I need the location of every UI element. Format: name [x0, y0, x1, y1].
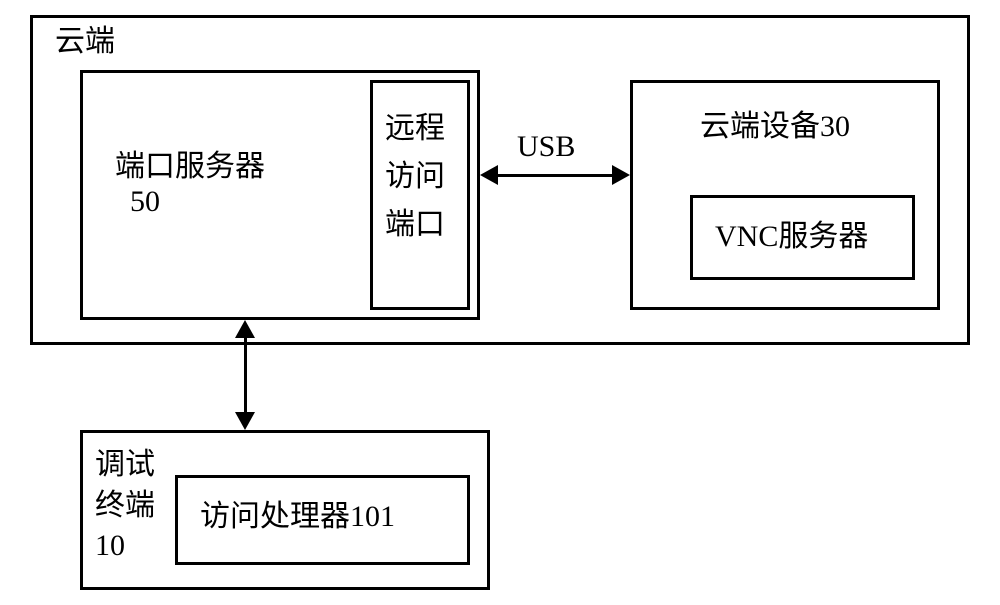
debug-terminal-label: 调试 终端 10 [95, 445, 155, 567]
remote-port-label: 远程 访问 端口 [385, 105, 445, 249]
cloud-device-label: 云端设备30 [700, 110, 850, 145]
vertical-arrow-down [235, 412, 255, 430]
usb-arrow-line [495, 174, 615, 177]
usb-arrow-left [480, 165, 498, 185]
vertical-arrow-up [235, 320, 255, 338]
port-server-label: 端口服务器 50 [115, 150, 265, 219]
usb-label: USB [517, 130, 575, 165]
vnc-server-label: VNC服务器 [715, 220, 868, 255]
cloud-outer-label: 云端 [55, 25, 115, 60]
vertical-arrow-line [244, 335, 247, 415]
access-processor-label: 访问处理器101 [200, 500, 395, 535]
diagram-canvas: 云端 端口服务器 50 远程 访问 端口 云端设备30 VNC服务器 调试 终端… [0, 0, 1000, 605]
usb-arrow-right [612, 165, 630, 185]
